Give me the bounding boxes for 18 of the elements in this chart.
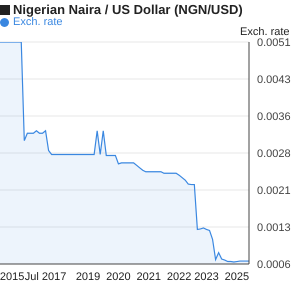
x-tick-label: 2015 [0, 270, 24, 283]
y-tick-label: 0.0021 [257, 184, 291, 197]
y-tick-label: 0.0006 [257, 258, 291, 271]
chart-title: Nigerian Naira / US Dollar (NGN/USD) [13, 2, 243, 17]
y-tick-label: 0.0043 [257, 74, 291, 86]
x-tick-label: Jul 2017 [24, 270, 66, 283]
x-tick-label: 2025 [224, 270, 250, 283]
x-tick-label: 2021 [136, 270, 162, 283]
x-tick-label: 2019 [76, 270, 100, 283]
legend-label: Exch. rate [13, 16, 63, 28]
y-tick-label: 0.0013 [257, 222, 291, 234]
y-tick-label: 0.0036 [257, 110, 291, 123]
y-tick-label: 0.0051 [257, 36, 291, 49]
y-axis-title: Exch. rate [240, 26, 290, 38]
x-tick-label: 2023 [194, 270, 219, 283]
x-tick-label: 2022 [166, 270, 192, 283]
x-tick-label: 2020 [106, 270, 131, 283]
y-tick-label: 0.0028 [257, 148, 291, 160]
